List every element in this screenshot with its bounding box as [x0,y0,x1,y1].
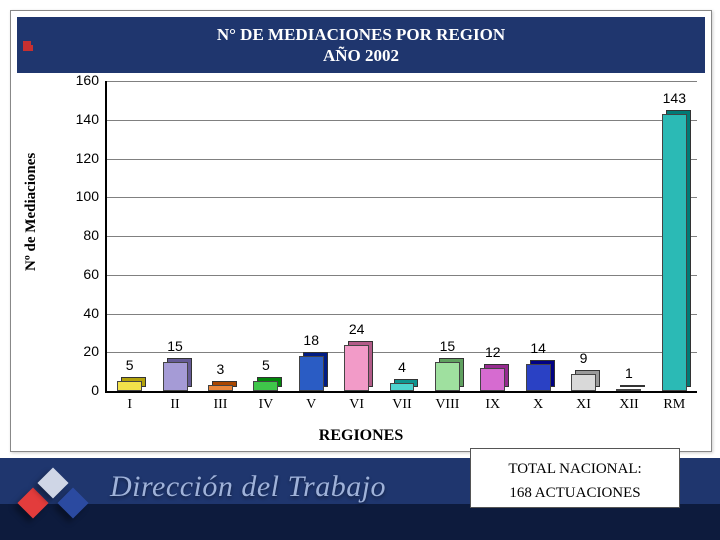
chart-title: N° DE MEDIACIONES POR REGION AÑO 2002 [17,24,705,67]
ytick-label: 20 [69,343,99,359]
xtick-label: III [213,397,227,413]
y-axis-label: Nº de Mediaciones [23,153,40,271]
x-axis-label: REGIONES [11,427,711,445]
plot-area: 0204060801001201401605I15II3III5IV18V24V… [105,81,697,393]
chart-title-bar: N° DE MEDIACIONES POR REGION AÑO 2002 [17,17,705,73]
ytick-label: 100 [69,188,99,204]
total-line2: 168 ACTUACIONES [509,485,640,501]
bar [571,374,596,391]
gridline [107,81,697,82]
bar [117,381,142,391]
bar [299,356,324,391]
bar-value-label: 143 [663,90,686,106]
bar-value-label: 14 [530,340,546,356]
bar-value-label: 12 [485,344,501,360]
bar-value-label: 24 [349,321,365,337]
bar-value-label: 1 [625,365,633,381]
total-nacional-box: TOTAL NACIONAL: 168 ACTUACIONES [470,448,680,508]
gridline [107,120,697,121]
ytick-label: 140 [69,111,99,127]
xtick-label: VII [392,397,411,413]
bar-value-label: 3 [217,361,225,377]
bar-value-label: 15 [440,338,456,354]
gridline [107,314,697,315]
xtick-label: I [127,397,132,413]
xtick-label: VIII [435,397,459,413]
bar-value-label: 4 [398,359,406,375]
bar-shadow [620,385,645,387]
ytick-label: 0 [69,382,99,398]
ytick-label: 120 [69,150,99,166]
bar [208,385,233,391]
xtick-label: IX [485,397,500,413]
gridline [107,197,697,198]
ytick-label: 160 [69,72,99,88]
gridline [107,159,697,160]
bar-value-label: 5 [262,357,270,373]
ytick-label: 80 [69,227,99,243]
xtick-label: X [533,397,543,413]
bar [526,364,551,391]
bar-value-label: 9 [580,350,588,366]
xtick-label: RM [663,397,685,413]
total-line1: TOTAL NACIONAL: [508,461,641,477]
xtick-label: IV [258,397,273,413]
bar [390,383,415,391]
bar [253,381,278,391]
xtick-label: XII [619,397,638,413]
ytick-label: 60 [69,266,99,282]
chart-card: N° DE MEDIACIONES POR REGION AÑO 2002 Nº… [10,10,712,452]
page-root: N° DE MEDIACIONES POR REGION AÑO 2002 Nº… [0,0,720,540]
bar [435,362,460,391]
bar [344,345,369,392]
brand-text: Dirección del Trabajo [110,470,386,504]
bar-value-label: 15 [167,338,183,354]
bar [163,362,188,391]
xtick-label: II [170,397,179,413]
xtick-label: XI [576,397,591,413]
gridline [107,352,697,353]
bar [662,114,687,391]
bar [616,389,641,391]
ytick-label: 40 [69,305,99,321]
org-logo-small [23,35,51,63]
gridline [107,236,697,237]
gridline [107,275,697,276]
xtick-label: VI [349,397,364,413]
bar-value-label: 5 [126,357,134,373]
xtick-label: V [306,397,316,413]
bar-value-label: 18 [303,332,319,348]
footer: Dirección del Trabajo TOTAL NACIONAL: 16… [0,458,720,540]
bar [480,368,505,391]
org-logo-icon [18,466,90,528]
